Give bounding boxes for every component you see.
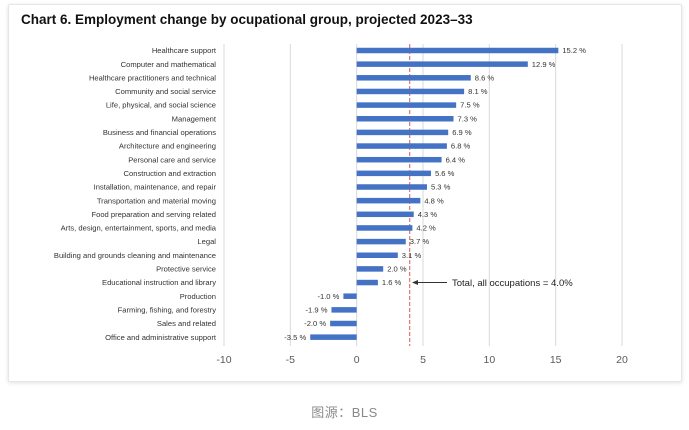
category-label: Transportation and material moving [97,196,216,205]
bar [331,307,357,313]
data-label: 3.7 % [410,237,430,246]
data-label: 4.2 % [416,224,436,233]
bar [356,266,384,272]
annotation-text: Total, all occupations = 4.0% [452,278,573,289]
data-label: 5.3 % [431,183,451,192]
category-label: Computer and mathematical [121,60,217,69]
x-tick-label: -5 [286,354,295,366]
bar [356,156,442,163]
data-label: 6.9 % [452,128,472,137]
x-tick-label: 10 [483,354,495,366]
category-label: Food preparation and serving related [91,210,216,219]
category-label: Sales and related [157,319,216,328]
data-label: 6.4 % [446,155,466,164]
bar [356,129,449,136]
bar [356,252,398,258]
data-label: 8.6 % [475,73,495,82]
x-tick-label: 5 [420,354,426,366]
x-tick-label: 0 [354,354,360,366]
bar [356,184,427,190]
x-tick-label: -10 [216,354,231,366]
category-label: Educational instruction and library [102,278,216,287]
bar-chart: -10 -5 0 5 10 15 20 Healthcare support 15.2 % Com… [54,44,628,366]
data-label: -1.0 % [317,292,339,301]
category-label: Arts, design, entertainment, sports, and… [61,224,217,233]
category-label: Life, physical, and social science [106,101,216,110]
category-label: Healthcare practitioners and technical [89,73,216,82]
bar [356,225,413,231]
data-label: 4.3 % [418,210,438,219]
bar [330,320,357,327]
data-label: -3.5 % [284,333,306,342]
bar [356,279,378,286]
bar [356,170,431,177]
chart-title: Chart 6. Employment change by ocupationa… [21,12,473,27]
category-label: Building and grounds cleaning and mainte… [54,251,216,260]
category-label: Personal care and service [128,155,216,164]
data-label: 6.8 % [451,142,471,151]
source-caption: 图源：BLS [311,405,378,420]
category-label: Construction and extraction [124,169,216,178]
bar [356,102,457,108]
bar [356,143,447,149]
category-label: Business and financial operations [103,128,216,137]
annotation-arrowhead [412,280,418,286]
bar [356,211,414,218]
data-label: 3.1 % [402,251,422,260]
bar [356,238,406,245]
bar [356,61,528,67]
category-label: Architecture and engineering [119,142,216,151]
category-label: Community and social service [115,87,216,96]
data-label: -1.9 % [306,305,328,314]
bar [356,116,454,122]
x-tick-label: 15 [550,354,562,366]
x-tick-label: 20 [616,354,628,366]
data-label: 7.3 % [458,114,478,123]
bar [356,75,471,81]
data-label: 2.0 % [387,265,407,274]
category-label: Installation, maintenance, and repair [94,183,217,192]
category-label: Protective service [156,265,216,274]
data-label: 5.6 % [435,169,455,178]
data-label: 12.9 % [532,60,556,69]
chart-card: Chart 6. Employment change by ocupationa… [8,4,682,382]
bar [356,197,421,204]
bar [310,334,357,340]
category-label: Healthcare support [152,46,217,55]
data-label: 4.8 % [424,196,444,205]
category-label: Production [180,292,216,301]
data-label: 8.1 % [468,87,488,96]
category-label: Farming, fishing, and forestry [118,305,217,314]
category-label: Legal [197,237,216,246]
data-label: 1.6 % [382,278,402,287]
data-label: 15.2 % [562,46,586,55]
data-label: -2.0 % [304,319,326,328]
data-label: 7.5 % [460,101,480,110]
category-label: Office and administrative support [105,333,217,342]
bar [356,88,465,95]
bar [343,293,357,299]
category-label: Management [172,114,217,123]
bar [356,47,559,54]
